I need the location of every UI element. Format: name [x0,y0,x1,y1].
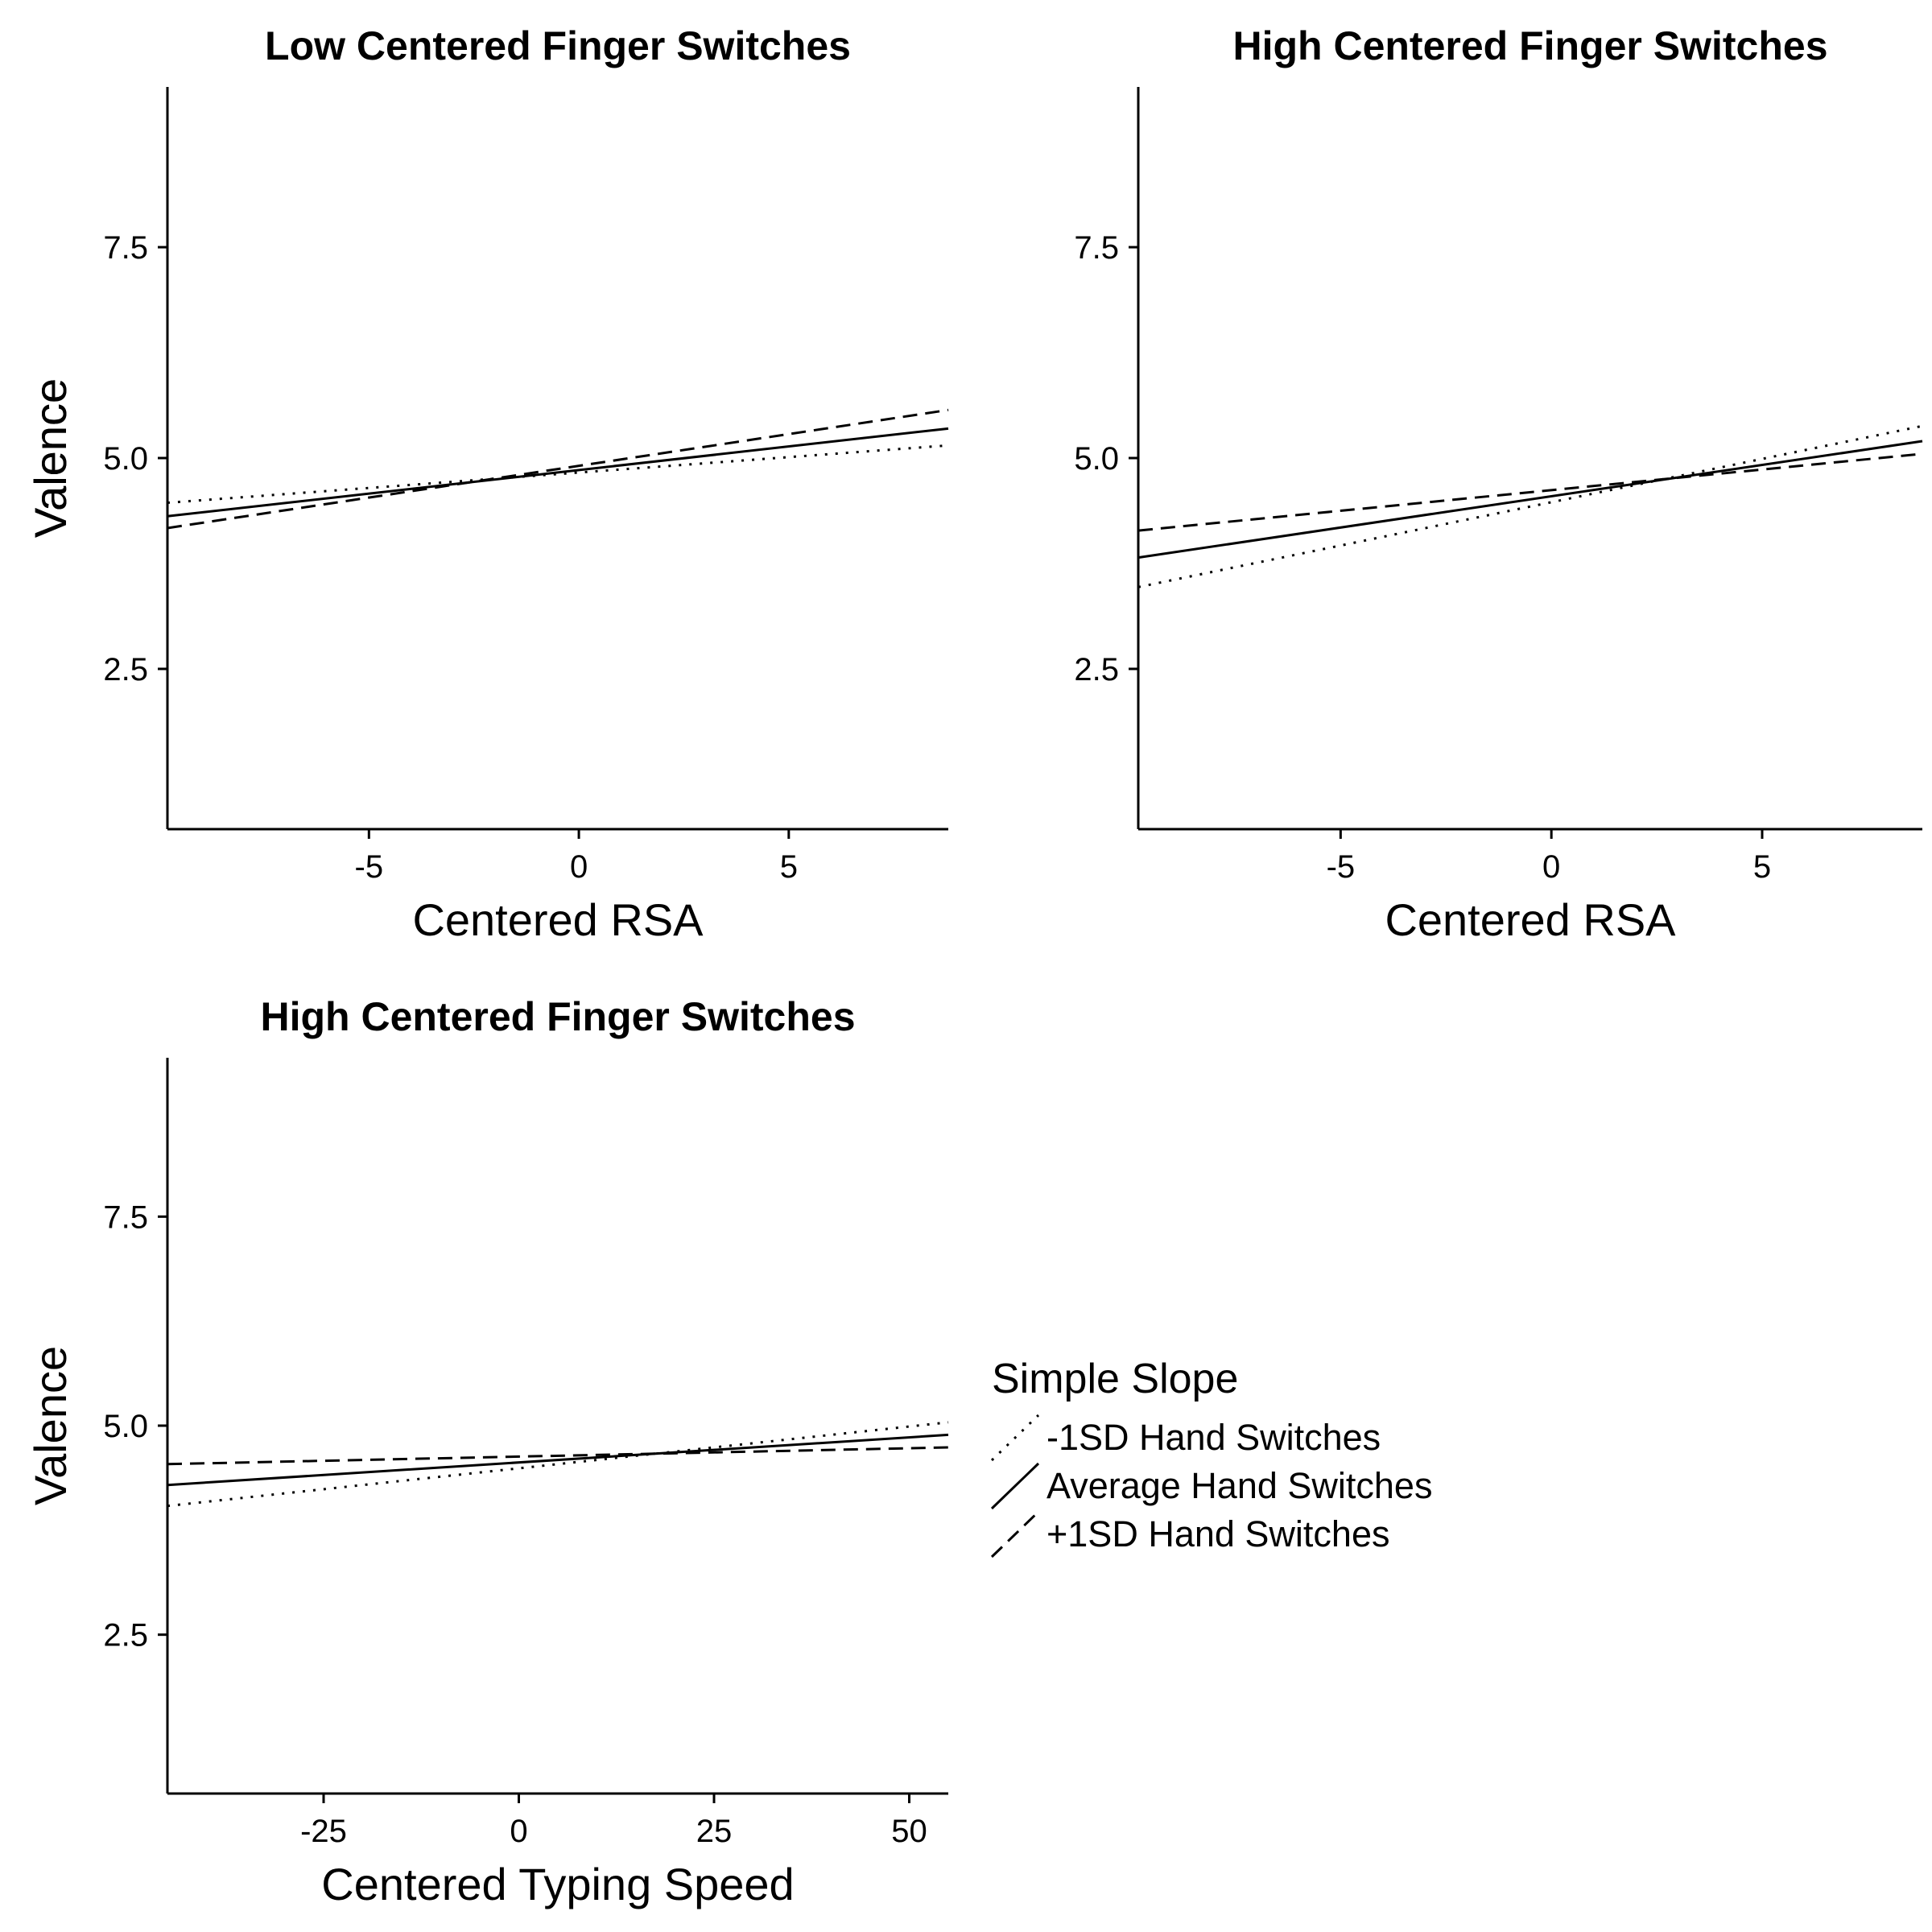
legend-label: -1SD Hand Switches [1046,1417,1381,1458]
x-tick-label: 5 [1753,849,1771,885]
y-tick-label: 2.5 [103,652,148,687]
legend-label: Average Hand Switches [1046,1465,1432,1506]
y-tick-label: 2.5 [1074,652,1119,687]
x-tick-label: 50 [891,1814,927,1849]
series-line-dotted [167,1421,949,1508]
series-line-solid [167,427,949,518]
series-line-dashed [167,408,949,530]
y-tick-label: 5.0 [103,1409,148,1444]
x-tick-label: 5 [780,849,798,885]
legend: Simple Slope -1SD Hand Switches Average Ha… [990,1356,1432,1558]
x-tick-label: 25 [696,1814,733,1849]
x-tick-label: -5 [355,849,384,885]
legend-title: Simple Slope [992,1356,1238,1402]
y-tick-label: 2.5 [103,1618,148,1653]
chart-title: High Centered Finger Switches [1232,23,1827,68]
chart-panel-3: High Centered Finger Switches 2.5 5.0 7.5 -2… [25,994,949,1909]
chart-panel-2: High Centered Finger Switches 2.5 5.0 7.5 -5… [25,23,1923,945]
series-line-dotted [1137,424,1923,588]
x-tick-label: 0 [1542,849,1560,885]
series-line-dashed [1137,452,1923,532]
x-tick-label: 0 [570,849,588,885]
y-axis-title: Valence [25,378,76,538]
series-line-solid [167,1433,949,1487]
x-axis-title: Centered RSA [1385,894,1676,945]
x-axis-title: Centered RSA [412,894,704,945]
x-tick-label: 0 [510,1814,527,1849]
series-line-solid [1137,440,1923,559]
y-tick-label: 7.5 [103,230,148,266]
x-axis-title: Centered Typing Speed [321,1859,794,1909]
series-line-dotted [167,444,949,505]
legend-label: +1SD Hand Switches [1046,1513,1389,1554]
chart-title: High Centered Finger Switches [260,994,855,1039]
legend-key-dotted [990,1414,1040,1462]
y-tick-label: 7.5 [1074,230,1119,266]
x-tick-label: -5 [1327,849,1356,885]
y-tick-label: 7.5 [103,1199,148,1235]
legend-key-dashed [990,1510,1040,1558]
y-tick-label: 5.0 [1074,441,1119,477]
x-tick-label: -25 [300,1814,347,1849]
y-axis-title: Valence [25,378,76,538]
chart-panel-1: Low Centered Finger Switches 2.5 5.0 7.5 -5 0… [25,23,949,945]
y-tick-label: 5.0 [103,441,148,477]
chart-title: Low Centered Finger Switches [265,23,851,68]
series-line-dashed [167,1446,949,1466]
legend-key-solid [990,1462,1040,1510]
y-axis-title: Valence [25,1346,76,1505]
